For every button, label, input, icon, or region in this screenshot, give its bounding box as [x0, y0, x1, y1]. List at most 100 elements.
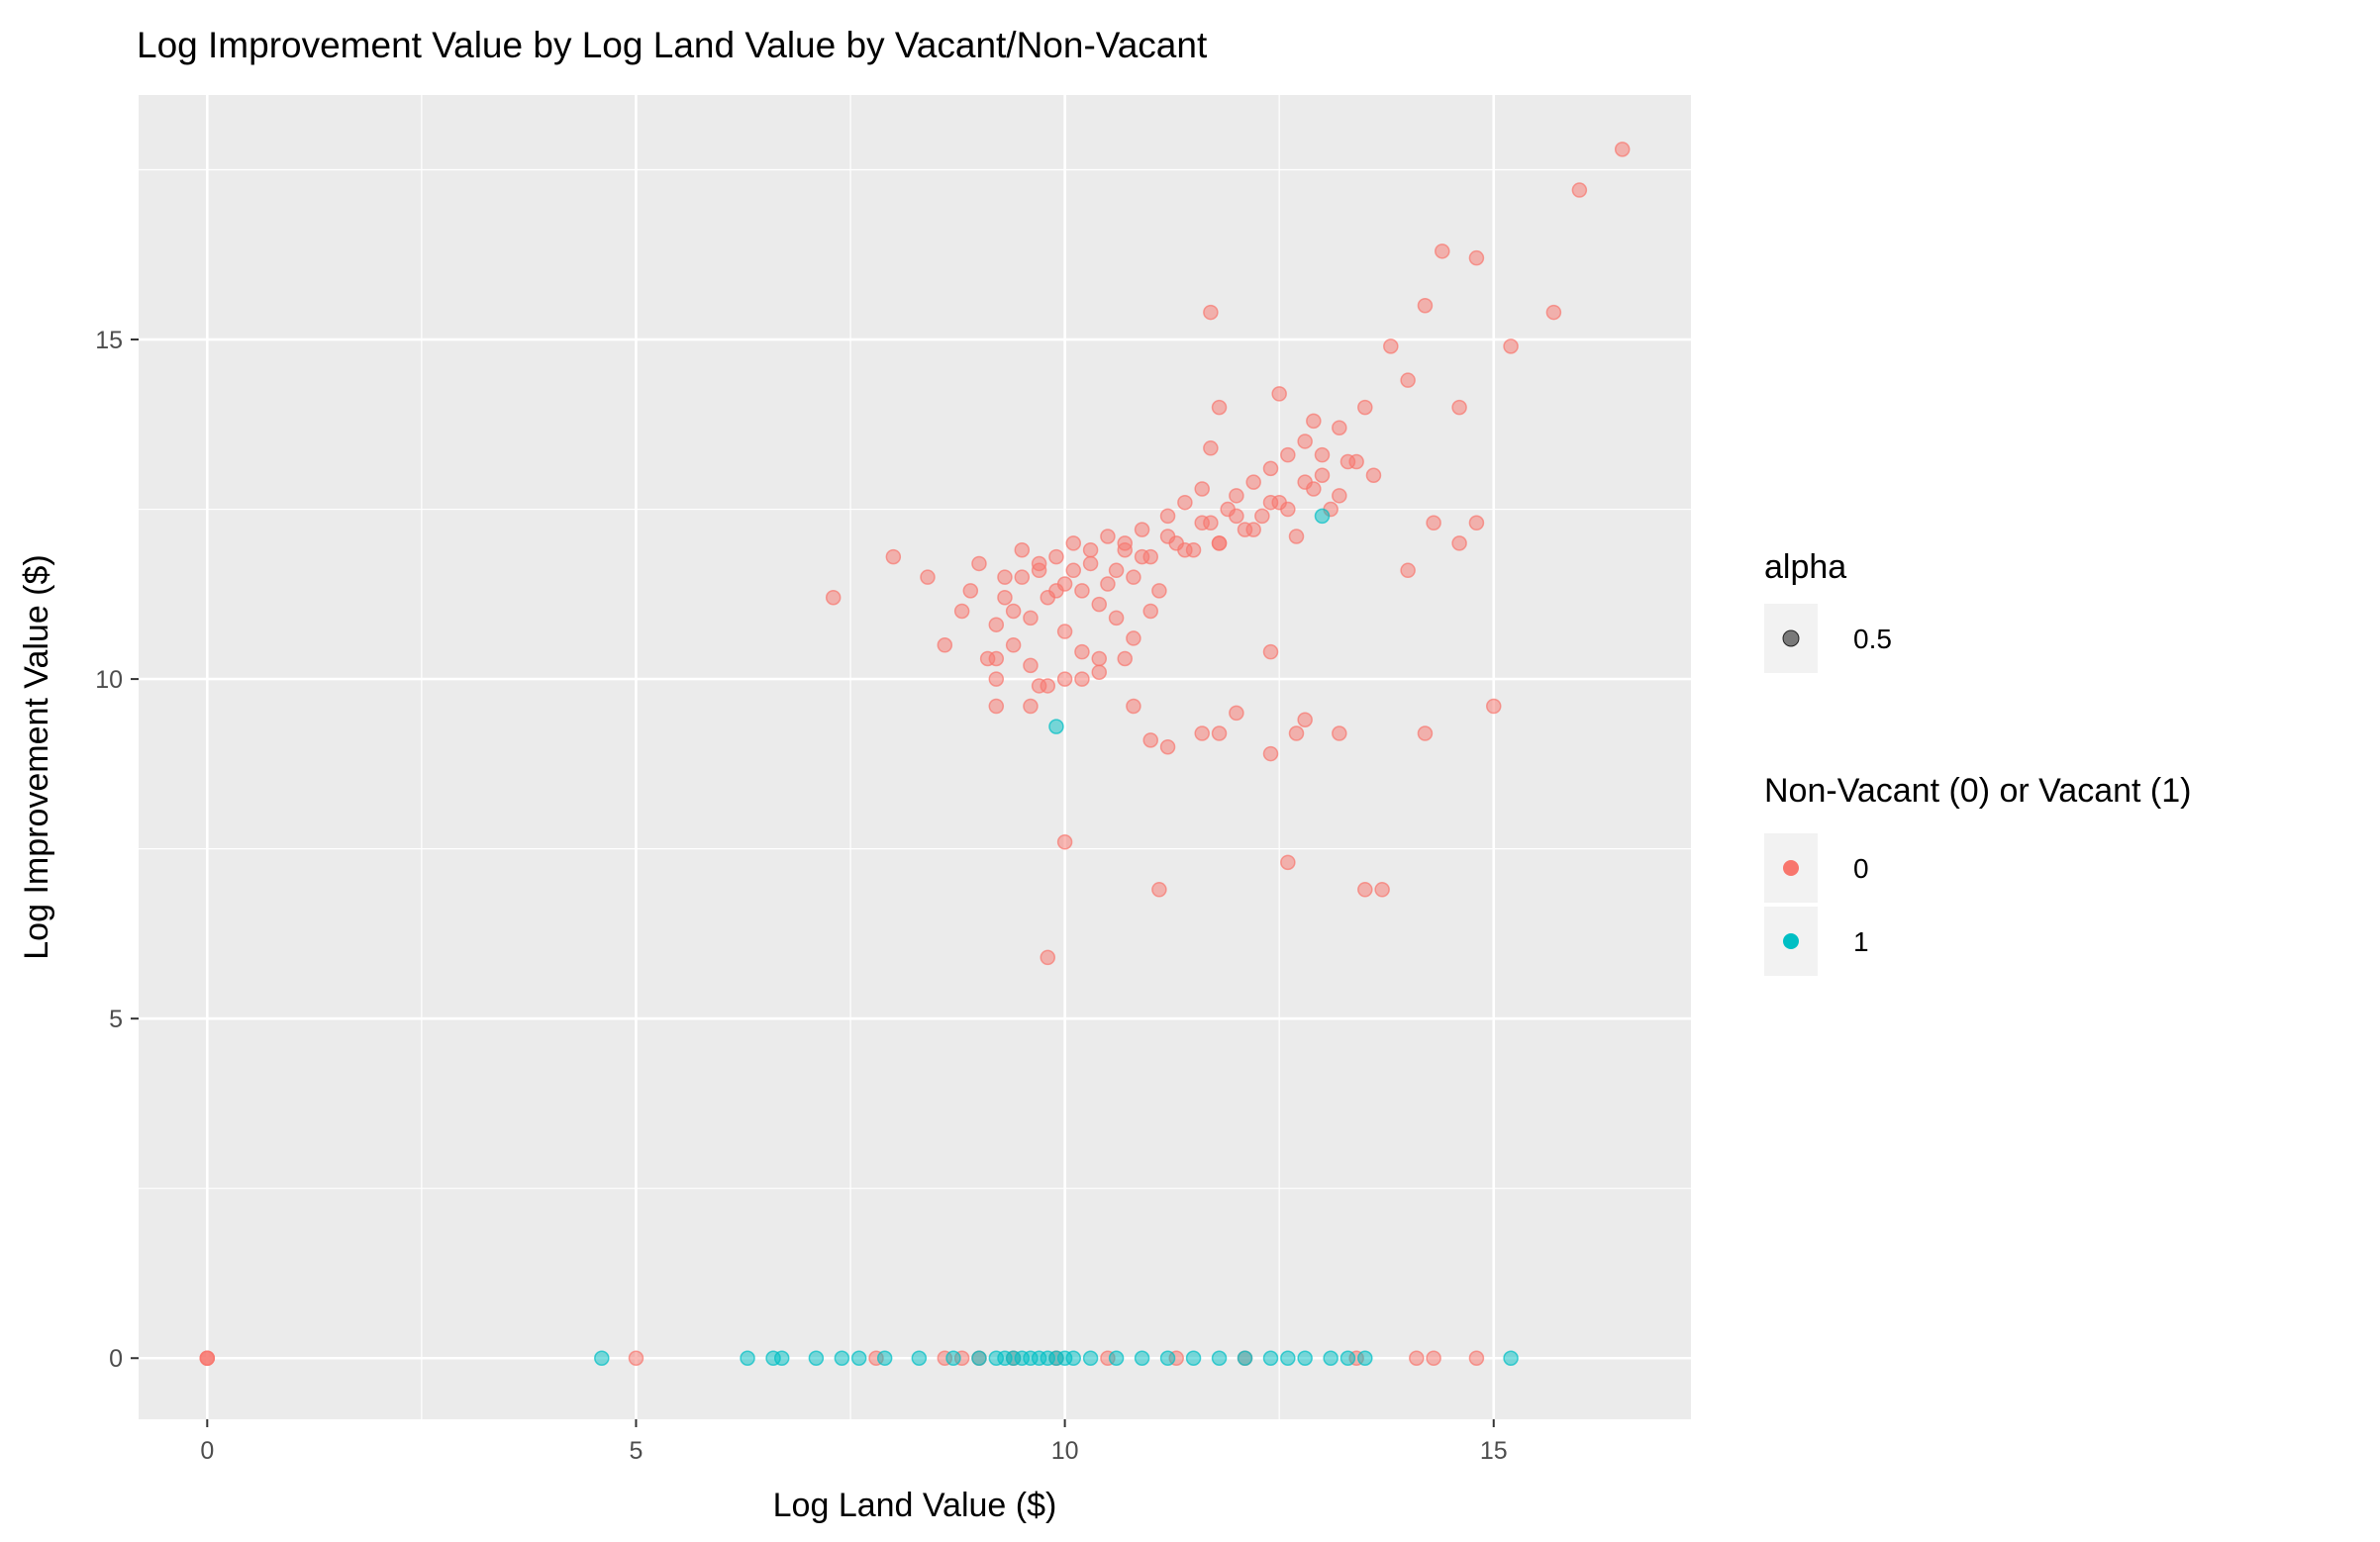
data-point-series-0: [1314, 446, 1331, 463]
axes: 0 5 10 15 0 5 10 15: [95, 327, 1507, 1465]
data-point-series-0: [988, 698, 1005, 715]
data-point-series-1: [773, 1350, 790, 1366]
data-point-series-0: [920, 569, 936, 585]
data-point-series-0: [1332, 488, 1347, 504]
y-tick-label: 0: [109, 1345, 123, 1373]
data-point-series-0: [885, 548, 902, 565]
data-point-series-0: [997, 590, 1013, 606]
data-point-series-1: [1065, 1350, 1082, 1366]
data-point-series-0: [988, 617, 1005, 632]
data-point-series-1: [808, 1350, 825, 1366]
data-point-series-0: [1074, 671, 1090, 687]
data-point-series-1: [876, 1350, 893, 1366]
data-point-series-0: [988, 650, 1005, 667]
data-point-series-1: [1357, 1350, 1373, 1366]
legend-vacancy-swatch-1: [1783, 933, 1799, 949]
data-point-series-0: [1048, 548, 1064, 565]
data-point-series-0: [1177, 541, 1193, 558]
data-point-series-1: [1314, 508, 1331, 525]
data-point-series-0: [1400, 562, 1416, 579]
data-point-series-0: [1503, 338, 1519, 354]
data-point-series-0: [1262, 745, 1279, 762]
data-point-series-0: [1177, 494, 1193, 511]
data-point-series-0: [1409, 1350, 1425, 1366]
data-point-series-0: [1065, 562, 1082, 579]
data-point-series-0: [1451, 535, 1467, 551]
data-point-series-0: [1254, 508, 1270, 525]
data-point-series-0: [1211, 725, 1228, 741]
data-point-series-0: [1100, 576, 1116, 592]
data-point-series-0: [1203, 304, 1219, 321]
data-point-series-0: [1245, 474, 1261, 490]
data-point-series-0: [1314, 467, 1331, 483]
data-point-series-0: [1614, 142, 1631, 157]
data-point-series-0: [1142, 603, 1158, 620]
data-point-series-0: [1005, 603, 1022, 620]
plot-panel: [139, 95, 1691, 1419]
data-point-series-0: [1126, 569, 1141, 585]
data-point-series-0: [1545, 304, 1562, 321]
data-point-series-0: [1365, 467, 1382, 483]
data-point-series-0: [1005, 637, 1022, 653]
data-point-series-0: [1056, 671, 1073, 687]
legend: alpha 0.5 Non-Vacant (0) or Vacant (1) 0…: [1764, 548, 2191, 976]
data-point-series-0: [1194, 725, 1210, 741]
data-point-series-0: [1159, 529, 1176, 544]
data-point-series-1: [850, 1350, 867, 1366]
data-point-series-0: [1014, 569, 1031, 585]
x-tick-label: 5: [629, 1437, 643, 1465]
data-point-series-0: [1383, 338, 1399, 354]
data-point-series-0: [1400, 372, 1416, 388]
data-point-series-0: [1468, 1350, 1485, 1366]
data-point-series-0: [1056, 624, 1073, 639]
data-point-series-0: [1262, 643, 1279, 660]
data-point-series-0: [825, 590, 842, 606]
data-point-series-0: [1374, 882, 1390, 898]
grid-lines: [139, 95, 1691, 1419]
data-point-series-0: [1134, 548, 1150, 565]
data-points: [199, 142, 1631, 1366]
data-point-series-0: [1357, 882, 1373, 898]
data-point-series-0: [1126, 630, 1141, 646]
data-point-series-1: [945, 1350, 961, 1366]
data-point-series-0: [1108, 562, 1125, 579]
data-point-series-0: [1280, 501, 1296, 518]
legend-vacancy-label-1: 1: [1853, 926, 1869, 957]
data-point-series-0: [1040, 949, 1056, 966]
data-point-series-0: [1031, 678, 1047, 694]
data-point-series-0: [1117, 650, 1133, 667]
data-point-series-0: [1159, 738, 1176, 755]
data-point-series-1: [1159, 1350, 1176, 1366]
data-point-series-0: [1348, 453, 1364, 470]
data-point-series-0: [1142, 732, 1158, 748]
data-point-series-1: [1237, 1350, 1253, 1366]
x-tick-label: 15: [1480, 1437, 1508, 1465]
data-point-series-1: [971, 1350, 987, 1366]
data-point-series-0: [1417, 297, 1434, 314]
data-point-series-0: [1023, 657, 1039, 674]
data-point-series-0: [1280, 446, 1296, 463]
data-point-series-0: [1332, 725, 1347, 741]
data-point-series-0: [1159, 508, 1176, 525]
data-point-series-0: [997, 569, 1013, 585]
data-point-series-1: [1048, 719, 1064, 734]
data-point-series-1: [1211, 1350, 1228, 1366]
data-point-series-0: [1229, 508, 1244, 525]
data-point-series-1: [1503, 1350, 1519, 1366]
legend-vacancy-swatch-0: [1783, 860, 1799, 876]
legend-alpha-label: 0.5: [1853, 624, 1892, 654]
data-point-series-0: [1288, 529, 1305, 544]
data-point-series-0: [1435, 243, 1450, 259]
data-point-series-0: [962, 583, 979, 599]
data-point-series-0: [1468, 249, 1485, 266]
data-point-series-0: [1014, 541, 1031, 558]
y-tick-label: 5: [109, 1006, 123, 1033]
data-point-series-0: [1271, 386, 1287, 402]
data-point-series-0: [1229, 705, 1244, 722]
data-point-series-1: [1262, 1350, 1279, 1366]
data-point-series-0: [628, 1350, 645, 1366]
data-point-series-0: [937, 637, 953, 653]
data-point-series-0: [1023, 698, 1039, 715]
data-point-series-0: [1288, 725, 1305, 741]
data-point-series-0: [1091, 596, 1108, 613]
